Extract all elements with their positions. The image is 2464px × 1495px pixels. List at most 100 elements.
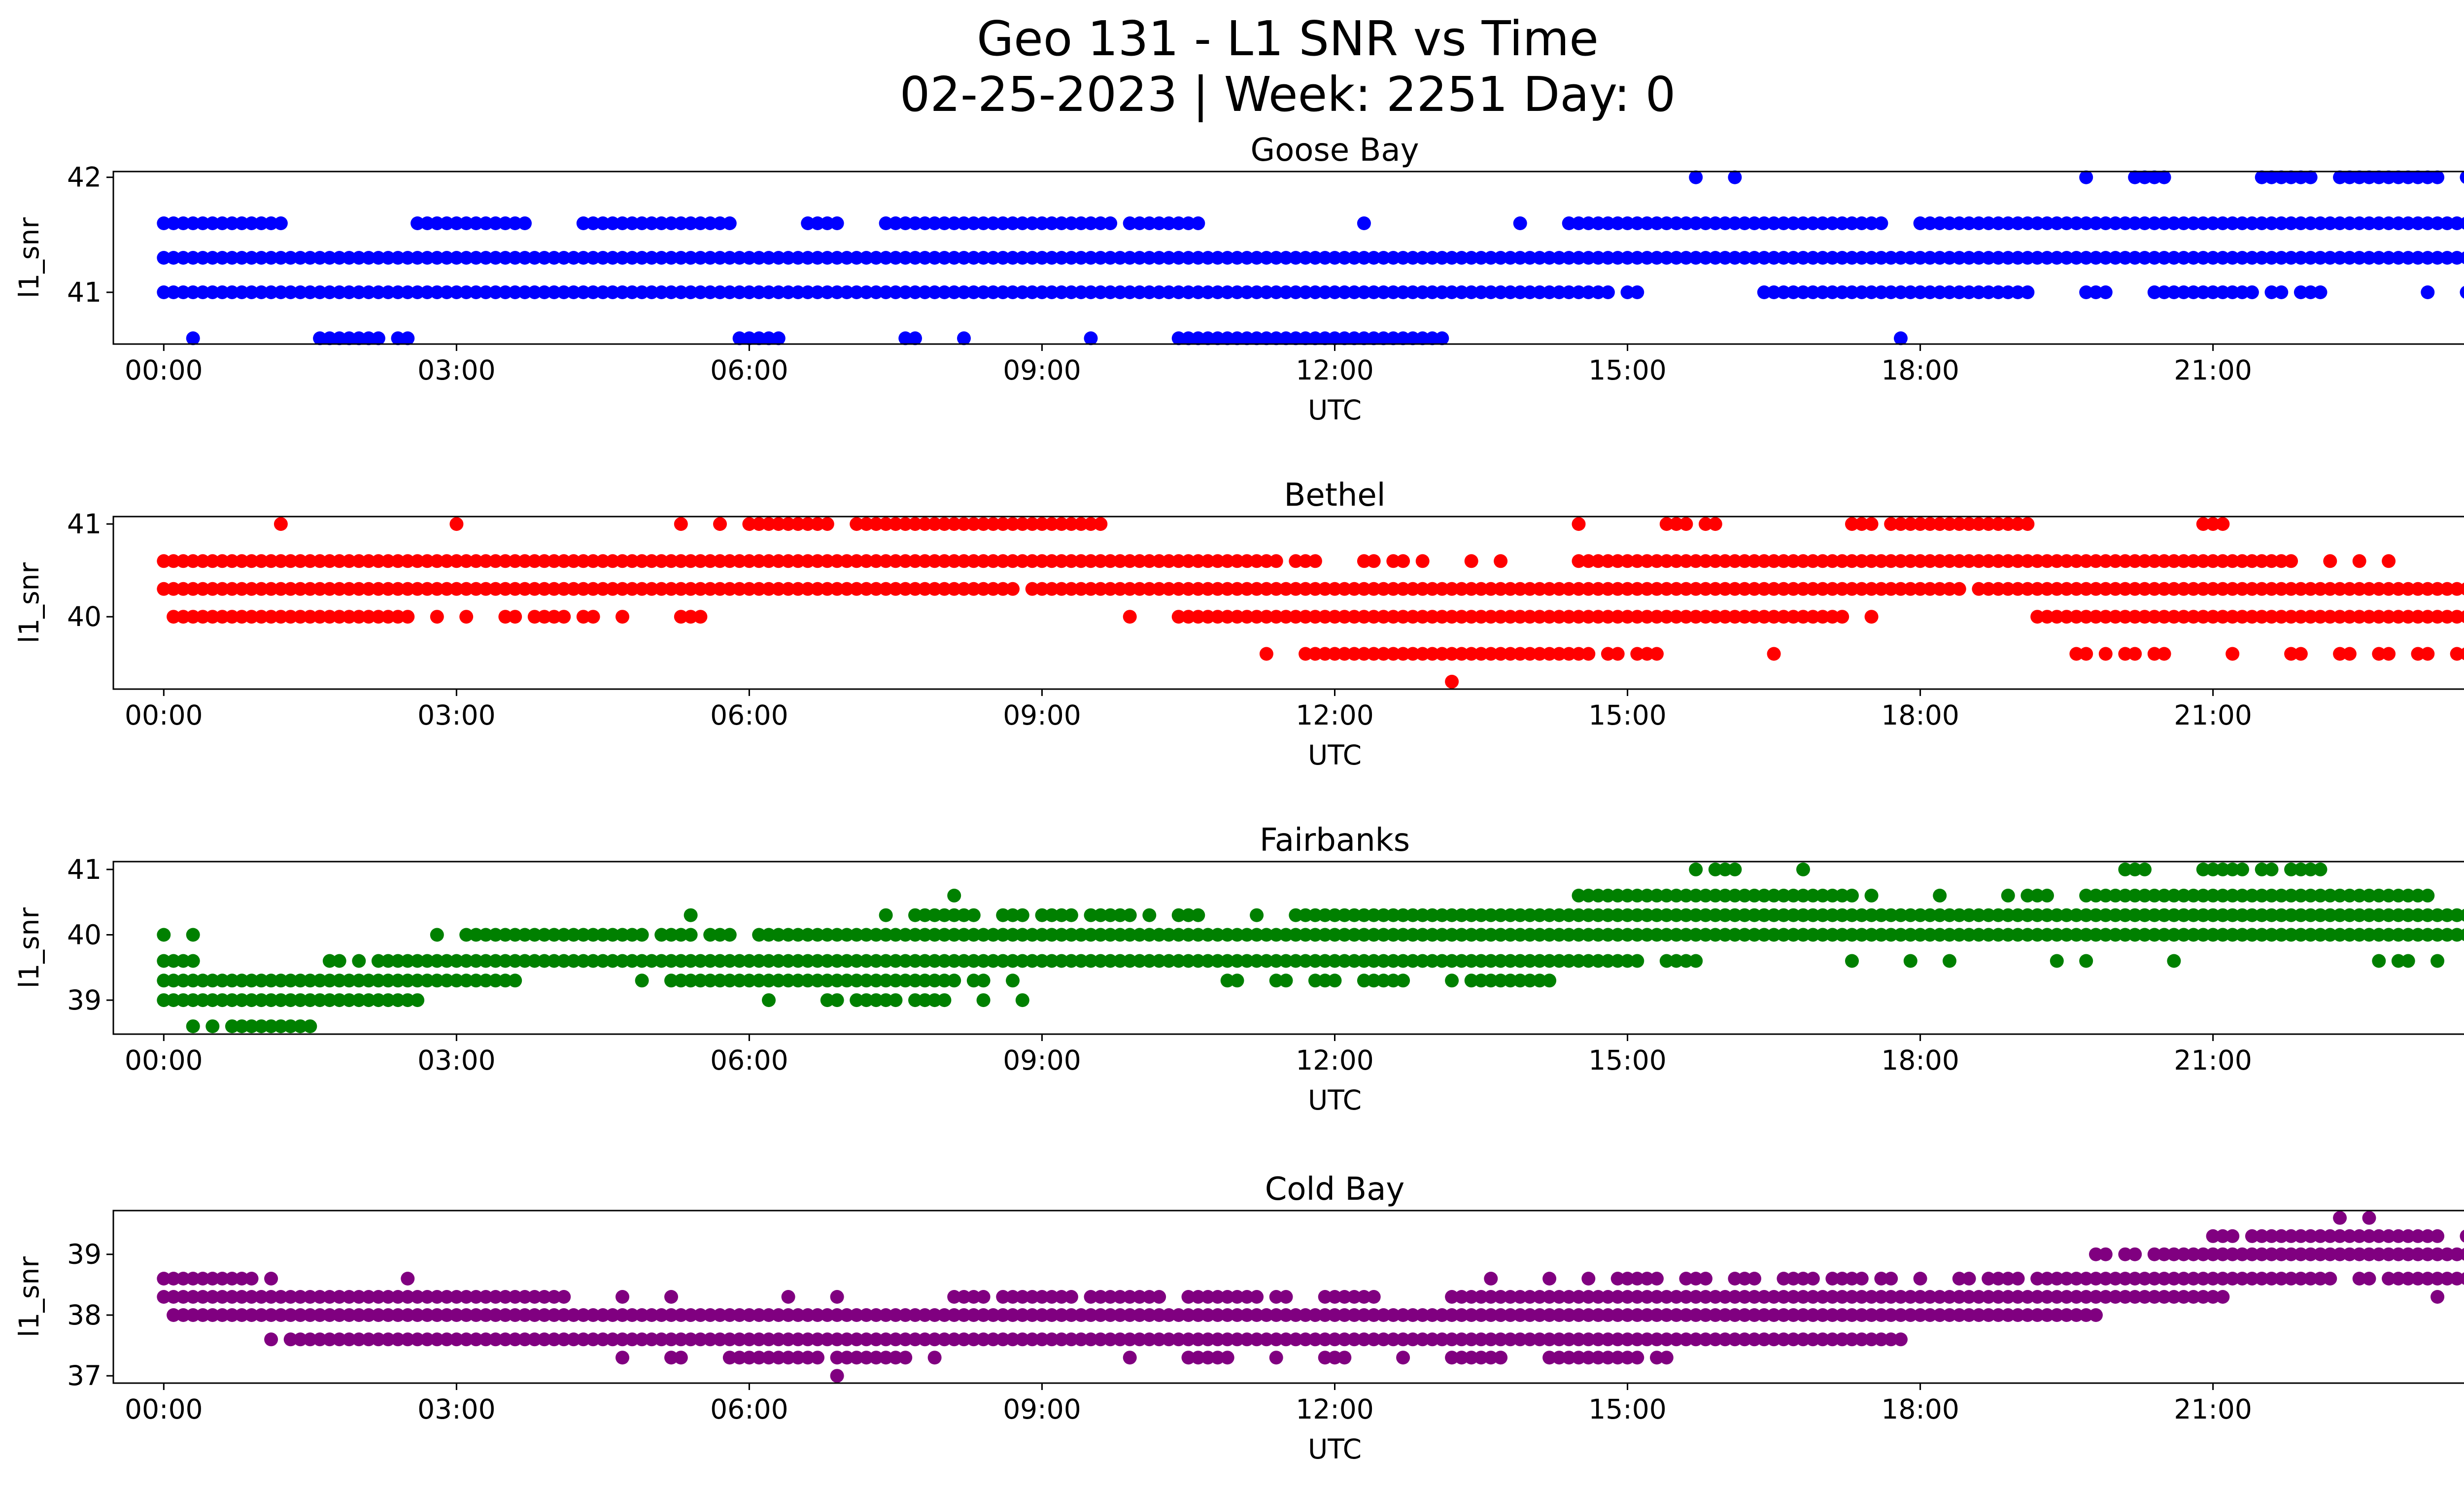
data-point xyxy=(1777,928,1791,942)
data-point xyxy=(1308,554,1322,568)
data-point xyxy=(811,251,824,265)
data-point xyxy=(332,973,346,988)
data-point xyxy=(2167,1272,2181,1286)
data-point xyxy=(186,1308,200,1322)
data-point xyxy=(1659,610,1674,624)
data-point xyxy=(1006,517,1020,531)
data-point xyxy=(1376,251,1391,265)
data-point xyxy=(440,973,454,988)
data-point xyxy=(537,582,551,596)
data-point xyxy=(1318,1332,1332,1347)
data-point xyxy=(1933,1290,1947,1304)
data-point xyxy=(244,1019,259,1034)
data-point xyxy=(937,216,952,230)
data-point xyxy=(1757,908,1771,922)
data-point xyxy=(391,331,405,346)
data-point xyxy=(1415,582,1430,596)
data-point xyxy=(2138,862,2152,876)
data-point xyxy=(401,1308,415,1322)
data-point xyxy=(1425,647,1439,661)
data-point xyxy=(722,928,737,942)
data-point xyxy=(2011,216,2025,230)
data-point xyxy=(2382,908,2396,922)
data-point xyxy=(1806,1290,1820,1304)
data-point xyxy=(2108,1290,2122,1304)
data-point xyxy=(2011,1290,2025,1304)
data-point xyxy=(2069,908,2084,922)
data-point xyxy=(2274,285,2289,299)
x-tick-label: 18:00 xyxy=(1881,354,1959,386)
data-point xyxy=(1913,928,1927,942)
data-point xyxy=(352,993,366,1008)
data-point xyxy=(1972,908,1986,922)
data-point xyxy=(957,1308,971,1322)
data-point xyxy=(176,251,190,265)
data-point xyxy=(498,1308,513,1322)
data-point xyxy=(322,973,337,988)
data-point xyxy=(332,610,346,624)
data-point xyxy=(1171,251,1186,265)
data-point xyxy=(996,582,1010,596)
data-point xyxy=(1299,1308,1313,1322)
data-point xyxy=(1328,1290,1342,1304)
data-point xyxy=(479,285,493,299)
data-point xyxy=(2411,582,2425,596)
data-point xyxy=(2293,170,2308,184)
data-point xyxy=(2147,1272,2161,1286)
data-point xyxy=(1142,251,1157,265)
data-point xyxy=(898,1332,913,1347)
data-point xyxy=(2264,862,2279,876)
data-point xyxy=(244,973,259,988)
data-point xyxy=(362,251,376,265)
data-point xyxy=(1757,216,1771,230)
data-point xyxy=(518,954,532,968)
data-point xyxy=(196,554,210,568)
data-point xyxy=(1523,647,1537,661)
data-point xyxy=(488,216,503,230)
data-point xyxy=(1620,954,1635,968)
x-tick-label: 12:00 xyxy=(1296,699,1374,731)
x-tick-label: 18:00 xyxy=(1881,1393,1959,1425)
data-point xyxy=(440,251,454,265)
data-point xyxy=(1250,1332,1264,1347)
data-point xyxy=(693,1308,708,1322)
data-point xyxy=(1484,1332,1498,1347)
data-point xyxy=(2050,216,2064,230)
data-point xyxy=(362,973,376,988)
data-point xyxy=(1640,610,1654,624)
data-point xyxy=(283,1308,298,1322)
data-point xyxy=(2284,582,2298,596)
data-point xyxy=(1874,928,1888,942)
data-point xyxy=(205,1019,220,1034)
data-point xyxy=(342,1332,356,1347)
data-point xyxy=(1835,582,1849,596)
data-point xyxy=(830,251,844,265)
data-point xyxy=(1796,610,1810,624)
data-point xyxy=(1201,954,1215,968)
data-point xyxy=(1006,1290,1020,1304)
data-point xyxy=(1991,216,2005,230)
data-point xyxy=(225,610,239,624)
data-point xyxy=(479,1332,493,1347)
data-point xyxy=(508,973,522,988)
data-point xyxy=(2147,216,2161,230)
data-point xyxy=(362,1308,376,1322)
data-point xyxy=(2030,1272,2045,1286)
data-point xyxy=(2421,888,2435,903)
data-point xyxy=(1123,554,1137,568)
data-point xyxy=(625,954,639,968)
data-point xyxy=(1786,1290,1801,1304)
data-point xyxy=(469,928,483,942)
data-point xyxy=(1943,517,1956,531)
data-point xyxy=(1162,928,1176,942)
data-point xyxy=(1933,517,1947,531)
data-point xyxy=(362,554,376,568)
data-point xyxy=(2303,1247,2318,1261)
data-point xyxy=(635,1308,649,1322)
data-point xyxy=(2342,888,2357,903)
data-point xyxy=(1103,216,1118,230)
data-point xyxy=(898,216,913,230)
data-point xyxy=(1679,1272,1693,1286)
data-point xyxy=(1279,610,1293,624)
